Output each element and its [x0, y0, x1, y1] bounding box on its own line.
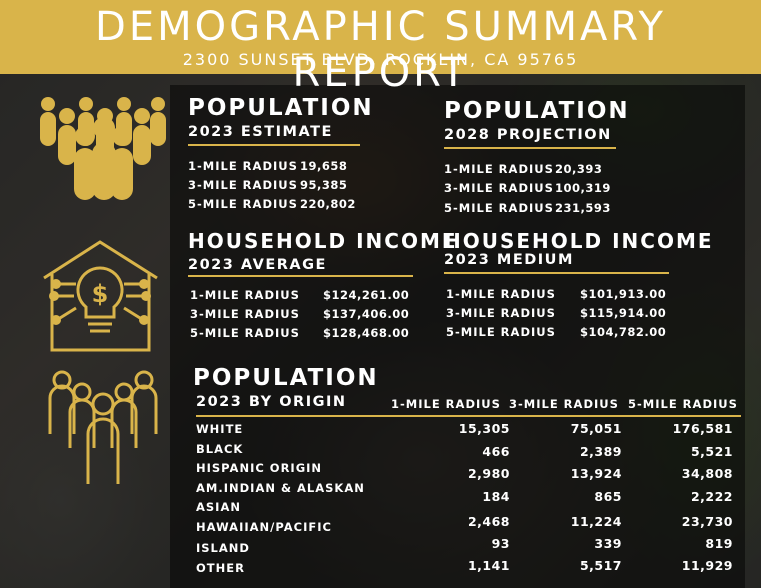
- origin-row-value-v1: 466: [482, 444, 510, 459]
- origin-row-value-v5: 34,808: [681, 466, 733, 481]
- origin-row-value-v3: 339: [594, 536, 622, 551]
- report-title: DEMOGRAPHIC SUMMARY REPORT: [95, 4, 666, 96]
- income-avg-value: $137,406.00: [323, 307, 410, 321]
- origin-row-value-v5: 5,521: [690, 444, 733, 459]
- origin-column-header: 3-MILE RADIUS: [509, 397, 619, 411]
- origin-rule: [196, 415, 741, 417]
- people-outline-icon: [48, 370, 158, 484]
- income-med-rule: [444, 272, 669, 274]
- pop2023-value: 19,658: [300, 159, 348, 173]
- origin-row-label: OTHER: [196, 561, 245, 575]
- income-avg-subtitle: 2023 AVERAGE: [188, 257, 327, 273]
- origin-row-value-v1: 184: [482, 489, 510, 504]
- origin-row-value-v3: 11,224: [570, 514, 622, 529]
- report-address: 2300 SUNSET BLVD, ROCKLIN, CA 95765: [182, 50, 579, 69]
- income-med-title: HOUSEHOLD INCOME: [444, 229, 714, 253]
- svg-text:$: $: [92, 280, 109, 308]
- pop2023-title: POPULATION: [188, 95, 374, 121]
- pop2028-value: 100,319: [555, 181, 611, 195]
- origin-row-value-v1: 2,468: [467, 514, 510, 529]
- origin-row-value-v5: 2,222: [690, 489, 733, 504]
- origin-row-value-v5: 819: [705, 536, 733, 551]
- income-med-value: $104,782.00: [580, 325, 667, 339]
- income-med-label: 5-MILE RADIUS: [446, 325, 556, 339]
- origin-row-label: BLACK: [196, 442, 244, 456]
- pop2023-label: 3-MILE RADIUS: [188, 178, 298, 192]
- pop2023-subtitle: 2023 ESTIMATE: [188, 124, 333, 140]
- origin-row-value-v3: 5,517: [579, 558, 622, 573]
- origin-row-value-v1: 15,305: [458, 421, 510, 436]
- content-panel: [170, 85, 745, 588]
- origin-row-value-v1: 2,980: [467, 466, 510, 481]
- origin-row-value-v1: 93: [491, 536, 510, 551]
- income-avg-value: $124,261.00: [323, 288, 410, 302]
- pop2028-value: 231,593: [555, 201, 611, 215]
- origin-row-label: ISLAND: [196, 541, 250, 555]
- origin-row-label: ASIAN: [196, 500, 241, 514]
- pop2028-title: POPULATION: [444, 98, 630, 124]
- origin-row-label: WHITE: [196, 422, 244, 436]
- pop2023-value: 95,385: [300, 178, 348, 192]
- origin-subtitle: 2023 BY ORIGIN: [196, 394, 347, 410]
- origin-row-value-v3: 2,389: [579, 444, 622, 459]
- origin-row-value-v5: 11,929: [681, 558, 733, 573]
- origin-row-value-v3: 13,924: [570, 466, 622, 481]
- income-med-subtitle: 2023 MEDIUM: [444, 252, 574, 268]
- house-lightbulb-dollar-icon: $: [43, 240, 158, 352]
- header-banner: DEMOGRAPHIC SUMMARY REPORT 2300 SUNSET B…: [0, 0, 761, 96]
- people-group-icon: [40, 97, 166, 200]
- pop2028-label: 5-MILE RADIUS: [444, 201, 554, 215]
- income-avg-label: 5-MILE RADIUS: [190, 326, 300, 340]
- income-avg-label: 3-MILE RADIUS: [190, 307, 300, 321]
- pop2023-rule: [188, 144, 360, 146]
- pop2028-value: 20,393: [555, 162, 603, 176]
- pop2028-rule: [444, 147, 616, 149]
- pop2023-label: 5-MILE RADIUS: [188, 197, 298, 211]
- origin-row-label: HISPANIC ORIGIN: [196, 461, 323, 475]
- pop2028-label: 1-MILE RADIUS: [444, 162, 554, 176]
- pop2023-label: 1-MILE RADIUS: [188, 159, 298, 173]
- origin-row-label: HAWAIIAN/PACIFIC: [196, 520, 332, 534]
- income-med-label: 3-MILE RADIUS: [446, 306, 556, 320]
- origin-row-value-v1: 1,141: [467, 558, 510, 573]
- income-avg-value: $128,468.00: [323, 326, 410, 340]
- pop2028-subtitle: 2028 PROJECTION: [444, 127, 612, 143]
- income-med-value: $101,913.00: [580, 287, 667, 301]
- income-avg-rule: [188, 275, 413, 277]
- income-med-value: $115,914.00: [580, 306, 667, 320]
- origin-row-label: AM.INDIAN & ALASKAN: [196, 481, 365, 495]
- origin-column-header: 5-MILE RADIUS: [628, 397, 738, 411]
- origin-column-header: 1-MILE RADIUS: [391, 397, 501, 411]
- pop2028-label: 3-MILE RADIUS: [444, 181, 554, 195]
- income-avg-title: HOUSEHOLD INCOME: [188, 229, 458, 253]
- origin-title: POPULATION: [193, 365, 379, 391]
- origin-row-value-v3: 865: [594, 489, 622, 504]
- income-avg-label: 1-MILE RADIUS: [190, 288, 300, 302]
- origin-row-value-v5: 23,730: [681, 514, 733, 529]
- origin-row-value-v3: 75,051: [570, 421, 622, 436]
- income-med-label: 1-MILE RADIUS: [446, 287, 556, 301]
- origin-row-value-v5: 176,581: [672, 421, 733, 436]
- pop2023-value: 220,802: [300, 197, 356, 211]
